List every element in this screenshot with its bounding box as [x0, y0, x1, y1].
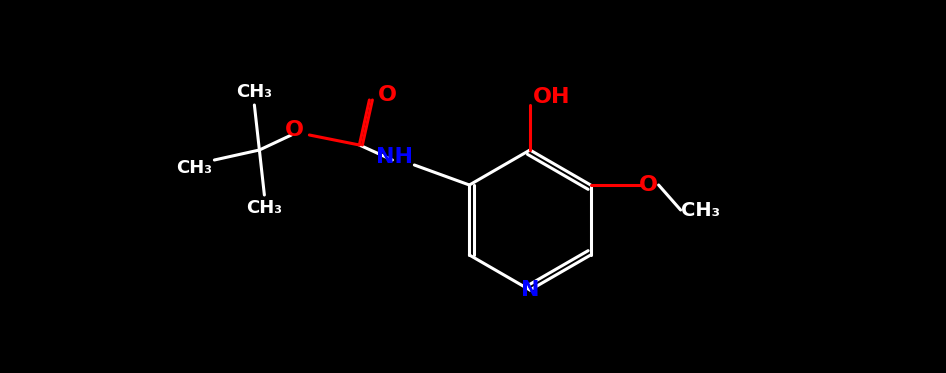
Text: CH₃: CH₃ — [236, 83, 272, 101]
Text: CH₃: CH₃ — [681, 201, 720, 219]
Text: N: N — [520, 280, 539, 300]
Text: O: O — [639, 175, 658, 195]
Text: CH₃: CH₃ — [246, 199, 282, 217]
Text: OH: OH — [534, 87, 570, 107]
Text: O: O — [377, 85, 397, 105]
Text: O: O — [285, 120, 304, 140]
Text: NH: NH — [376, 147, 412, 167]
Text: CH₃: CH₃ — [176, 159, 213, 177]
